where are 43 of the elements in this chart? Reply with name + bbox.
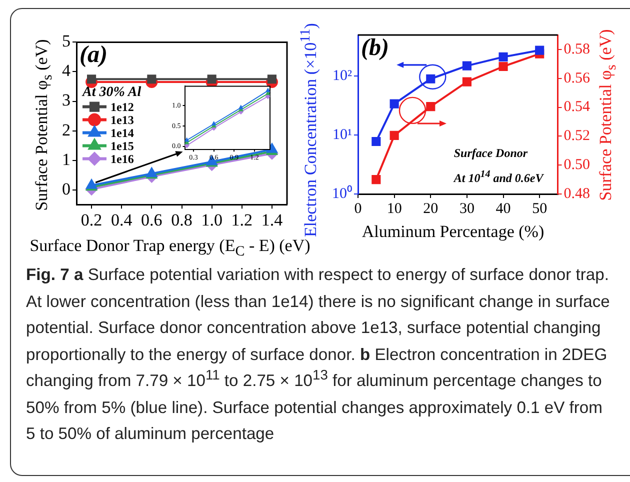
- x-tick-label: 0.2: [80, 210, 102, 230]
- x-tick-label: 40: [496, 200, 511, 217]
- annotation: (a): [80, 42, 108, 70]
- y-tick-label: 4: [62, 61, 71, 80]
- y-tick-label: 10¹: [332, 127, 352, 144]
- y2-tick-label: 0.58: [564, 41, 590, 58]
- y-tick-label: 10⁰: [332, 184, 352, 202]
- annotation: (b): [361, 35, 389, 62]
- x-tick-label: 0.8: [171, 210, 192, 230]
- x-tick-label: 0.6: [141, 210, 162, 230]
- x-tick-label: 1.0: [201, 210, 222, 230]
- y-tick-label: 10²: [332, 68, 352, 84]
- y-tick-label: 0: [62, 179, 70, 198]
- annotation: At 10$^{14}$ and 0.6eV: [454, 168, 544, 186]
- x-tick-label: 10: [386, 200, 402, 217]
- x-tick-label: 50: [532, 200, 548, 217]
- legend-label: 1e16: [110, 152, 134, 166]
- x-tick-label: 20: [423, 200, 438, 217]
- x-tick-label: 1.4: [261, 210, 284, 230]
- x-tick-label: 0: [354, 200, 362, 217]
- legend-title: At 30% Al: [82, 84, 142, 100]
- y-tick-label: 3: [62, 90, 70, 110]
- legend-label: 1e15: [110, 138, 134, 153]
- y2-tick-label: 0.48: [564, 186, 590, 202]
- y-tick-label: 2: [62, 120, 70, 140]
- text: b: [360, 344, 370, 364]
- x-axis-title: Aluminum Percentage (%): [362, 222, 544, 242]
- annotation: Surface Donor: [454, 146, 528, 162]
- legend-label: 1e12: [110, 100, 134, 114]
- x-tick-label: 1.2: [231, 210, 253, 230]
- y2-tick-label: 0.50: [564, 157, 590, 174]
- y2-tick-label: 0.54: [564, 99, 590, 116]
- x-axis-title: Surface Donor Trap energy (E$_{C}$ - E) (eV): [30, 236, 310, 260]
- legend-label: 1e14: [110, 126, 134, 140]
- y2-tick-label: 0.56: [564, 70, 590, 86]
- x-tick-label: 0.4: [110, 210, 133, 230]
- y-tick-label: 1: [62, 150, 70, 169]
- text: a: [74, 265, 84, 284]
- y-tick-label: 5: [62, 32, 70, 51]
- y2-tick-label: 0.52: [564, 128, 590, 144]
- legend-label: 1e13: [110, 112, 134, 127]
- caption: Fig. 7: [26, 265, 70, 284]
- x-tick-label: 30: [459, 200, 474, 217]
